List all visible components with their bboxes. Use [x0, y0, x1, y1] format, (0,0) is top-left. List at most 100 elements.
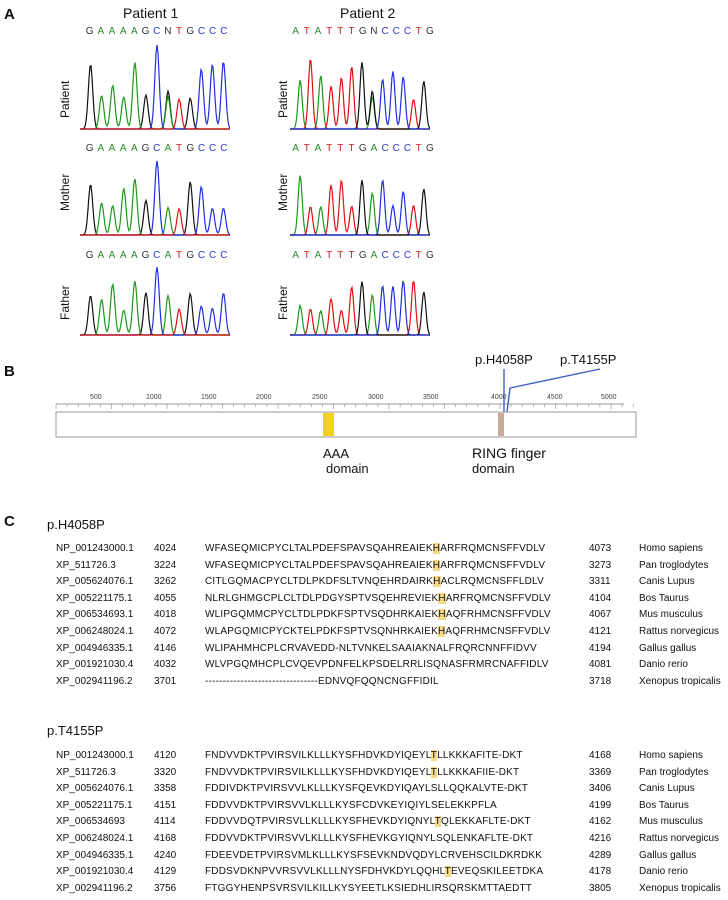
aligned-sequence: WFASEQMICPYCLTALPDEFSPAVSQAHREAIEKHARFRQ… [205, 542, 545, 555]
aaa-domain-box [323, 413, 334, 436]
base-letter: T [415, 26, 422, 37]
end-position: 3718 [589, 675, 612, 687]
sequence-suffix: ARFRQMCNSFFVDLV [440, 543, 546, 554]
base-letter: G [358, 143, 367, 154]
end-position: 4289 [589, 849, 612, 861]
base-letter: A [108, 26, 116, 37]
base-letter: C [381, 26, 389, 37]
tick-label: 1000 [146, 394, 162, 401]
base-letter: T [348, 250, 355, 261]
highlighted-residue: H [432, 543, 441, 554]
aligned-sequence: WLIPAHMHCPLCRVAVEDD-NLTVNKELSAAIAKNALFRQ… [205, 642, 537, 655]
aaa-domain-label: AAA domain [306, 446, 369, 476]
end-position: 3369 [589, 766, 612, 778]
panel-a-letter: A [4, 6, 15, 23]
protein-bar [55, 411, 637, 438]
end-position: 4194 [589, 642, 612, 654]
start-position: 4146 [154, 642, 177, 654]
base-letter: G [358, 26, 367, 37]
sequence-prefix: FDDVVDKTPVIRSVVLKLLLKYSFHEVKGYIQNYLSQLEN… [205, 833, 534, 844]
end-position: 4178 [589, 866, 612, 878]
base-letter: T [303, 250, 310, 261]
base-letter: T [348, 26, 355, 37]
aligned-sequence: FNDVVDKTPVIRSVILKLLLKYSFHDVKDYIQEYLTLLKK… [205, 749, 523, 762]
accession-id: XP_001921030.4 [56, 866, 134, 878]
end-position: 3311 [589, 576, 611, 588]
base-letter: A [292, 26, 299, 37]
base-letter: N [370, 26, 378, 37]
highlighted-residue: H [438, 592, 446, 604]
base-letter: T [348, 143, 355, 154]
highlighted-residue: H [432, 559, 441, 571]
base-letter: C [209, 143, 217, 154]
accession-id: XP_002941196.2 [56, 675, 133, 687]
base-letter: A [97, 250, 105, 261]
chromatogram-patient2-father [290, 280, 430, 336]
base-letter: T [176, 26, 183, 37]
start-position: 4032 [154, 659, 177, 671]
base-letter: T [326, 143, 333, 154]
base-letter: C [220, 250, 228, 261]
base-letter: A [97, 26, 105, 37]
sequence-prefix: FDEEVDETPVIRSVMLKLLLKYSFSEVKNDVQDYLCRVEH… [205, 849, 543, 861]
chromatogram-patient1-mother [80, 160, 230, 236]
base-letter: C [209, 26, 217, 37]
accession-id: NP_001243000.1 [56, 750, 134, 761]
species-name: Xenopus tropicalis [639, 675, 721, 687]
sequence-prefix: NLRLGHMGCPLCLTDLPDGYSPTVSQEHREVIEK [205, 592, 439, 604]
base-letter: G [186, 26, 195, 37]
start-position: 4129 [154, 866, 177, 878]
sequence-suffix: ARFRQMCNSFFVDLV [440, 559, 546, 571]
accession-id: XP_006248024.1 [56, 626, 134, 637]
base-letter: C [392, 26, 400, 37]
trace-line [80, 307, 230, 336]
base-letter: C [392, 143, 400, 154]
species-name: Danio rerio [639, 659, 688, 671]
ring-finger-domain-box [498, 413, 504, 436]
species-name: Canis Lupus [639, 576, 695, 588]
aaa-domain-label-line2: domain [326, 461, 369, 476]
highlighted-residue: H [437, 626, 446, 637]
base-letter: C [381, 250, 389, 261]
base-letter: G [141, 250, 150, 261]
base-letter: G [85, 143, 94, 154]
row-label-father-1: Father [58, 285, 72, 320]
accession-id: XP_005221175.1 [56, 799, 133, 811]
ring-finger-label-line2: domain [472, 461, 515, 476]
aligned-sequence: FTGGYHENPSVRSVILKILLKYSYEETLKSIEDHLIRSQR… [205, 882, 532, 895]
sequence-suffix: QLEKKAFLTE-DKT [440, 816, 531, 828]
species-name: Canis Lupus [639, 783, 695, 795]
base-letter: A [314, 143, 322, 154]
start-position: 4024 [154, 543, 177, 554]
accession-id: XP_005221175.1 [56, 592, 133, 604]
base-letter: T [337, 26, 344, 37]
species-name: Pan troglodytes [639, 559, 709, 571]
accession-id: NP_001243000.1 [56, 543, 134, 554]
pointer-line-t4155p [506, 387, 511, 413]
species-name: Pan troglodytes [639, 766, 709, 778]
base-letter: A [314, 250, 322, 261]
base-letter: C [220, 26, 228, 37]
aligned-sequence: WFASEQMICPYCLTALPDEFSPAVSQAHREAIEKHARFRQ… [205, 559, 545, 572]
base-letter: T [176, 143, 183, 154]
tick-label: 1500 [201, 394, 217, 401]
sequence-prefix: WLIPGQMMCPYCLTDLPDKFSPTVSQDHRKAIEK [205, 609, 439, 621]
sequence-suffix: ACLRQMCNSFFLDLV [440, 576, 544, 588]
base-letter: A [292, 250, 299, 261]
chromatogram-patient1-father [80, 266, 230, 336]
aligned-sequence: WLVPGQMHCPLCVQEVPDNFELKPSDELRRLISQNASFRM… [205, 658, 549, 671]
aligned-sequence: NLRLGHMGCPLCLTDLPDGYSPTVSQEHREVIEKHARFRQ… [205, 592, 551, 605]
base-letter: G [186, 250, 195, 261]
mutation-label-h4058p: p.H4058P [475, 352, 533, 367]
chromatogram-patient1-patient [80, 44, 230, 130]
base-letter: N [164, 26, 172, 37]
base-letter: C [403, 250, 412, 261]
species-name: Xenopus tropicalis [639, 882, 721, 894]
aligned-sequence: FDDVVDKTPVIRSVVLKLLLKYSFCDVKEYIQIYLSELEK… [205, 799, 497, 812]
sequence-prefix: WFASEQMICPYCLTALPDEFSPAVSQAHREAIEK [205, 559, 433, 571]
sequence-prefix: FDDSVDKNPVVRSVVLKLLLNYSFDHVKDYLQQHL [205, 866, 445, 878]
accession-id: XP_511726.3 [56, 559, 116, 571]
end-position: 3406 [589, 783, 612, 795]
sequence-suffix: ARFRQMCNSFFVDLV [445, 592, 551, 604]
alignment-title-t4155p: p.T4155P [47, 723, 104, 738]
